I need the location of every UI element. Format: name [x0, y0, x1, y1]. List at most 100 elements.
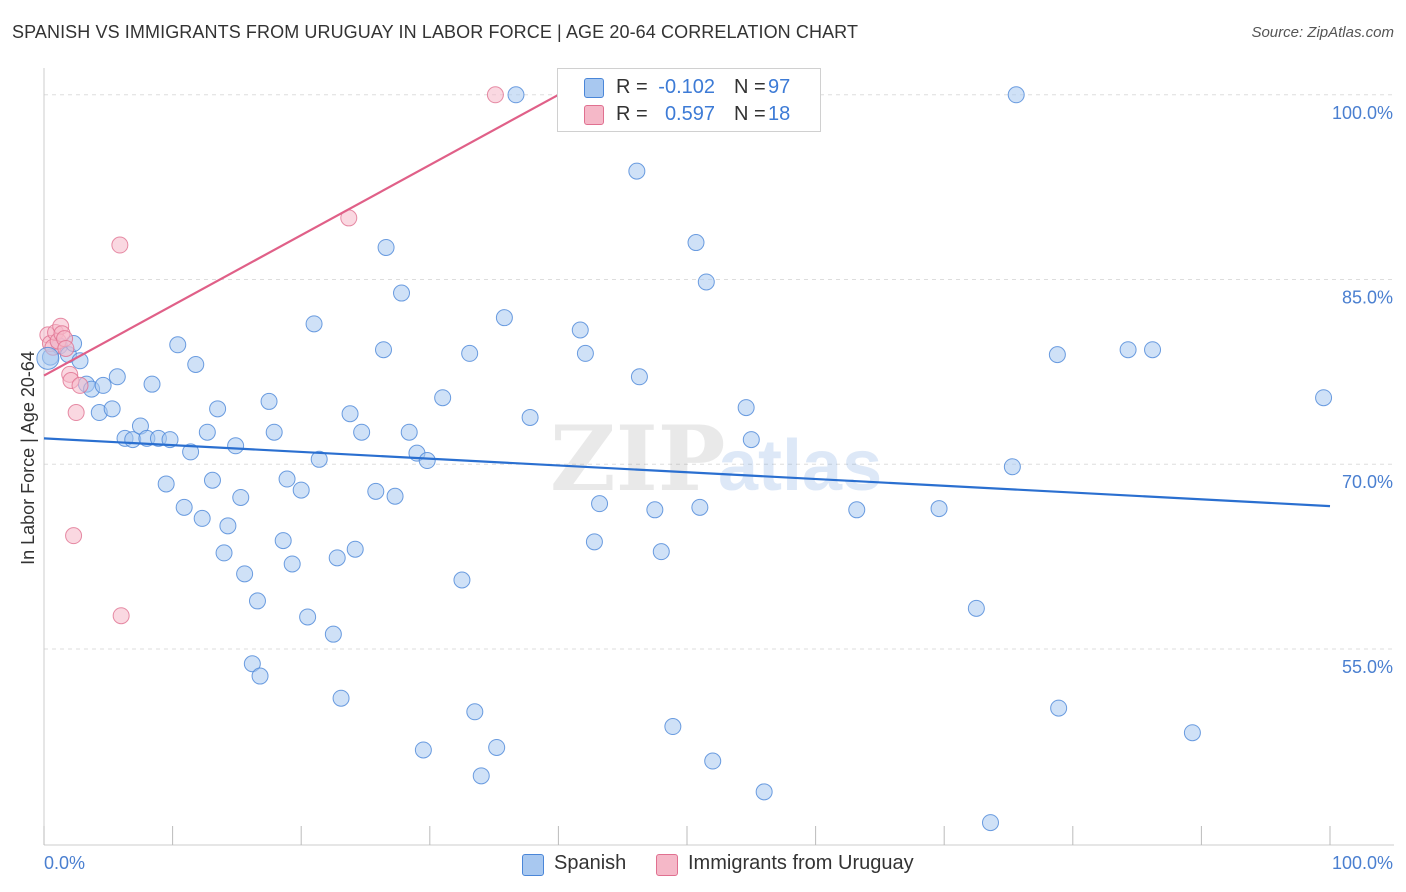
- point-spanish: [292, 481, 310, 499]
- point-spanish: [1119, 341, 1137, 359]
- legend-n-label: N =: [734, 103, 766, 125]
- y-tick-label: 70.0%: [1342, 472, 1393, 492]
- point-spanish: [848, 501, 866, 519]
- point-spanish: [630, 368, 648, 386]
- stats-legend: R = -0.102 N = 97 R = 0.597 N = 18: [557, 68, 821, 132]
- point-spanish: [169, 336, 187, 354]
- x-tick-labels: 0.0% 100.0%: [44, 853, 1393, 873]
- point-spanish: [143, 375, 161, 393]
- point-spanish: [353, 423, 371, 441]
- point-spanish: [251, 667, 269, 685]
- point-spanish: [1144, 341, 1162, 359]
- legend-swatch-uruguay: [656, 854, 678, 876]
- point-spanish: [198, 423, 216, 441]
- point-spanish: [1183, 724, 1201, 742]
- point-spanish: [346, 540, 364, 558]
- point-spanish: [981, 814, 999, 832]
- point-spanish: [585, 533, 603, 551]
- point-spanish: [1048, 346, 1066, 364]
- source-label: Source: ZipAtlas.com: [1251, 24, 1394, 41]
- point-uruguay: [65, 527, 83, 545]
- point-spanish: [219, 517, 237, 535]
- trend-line-spanish: [43, 437, 1331, 508]
- point-uruguay: [57, 339, 75, 357]
- point-spanish: [507, 86, 525, 104]
- point-spanish: [274, 532, 292, 550]
- legend-swatch-uruguay: [584, 105, 604, 125]
- point-spanish: [628, 162, 646, 180]
- point-spanish: [367, 482, 385, 500]
- point-spanish: [737, 399, 755, 417]
- point-spanish: [283, 555, 301, 573]
- x-tick-label: 0.0%: [44, 853, 85, 873]
- watermark-zip: ZIP: [550, 406, 725, 512]
- point-spanish: [203, 471, 221, 489]
- point-spanish: [94, 376, 112, 394]
- trend-line-uruguay: [43, 93, 559, 377]
- point-spanish: [461, 344, 479, 362]
- point-spanish: [187, 355, 205, 373]
- point-spanish: [400, 423, 418, 441]
- point-spanish: [453, 571, 471, 589]
- point-spanish: [299, 608, 317, 626]
- point-spanish: [434, 389, 452, 407]
- point-spanish: [324, 625, 342, 643]
- point-spanish: [182, 443, 200, 461]
- point-spanish: [377, 238, 395, 256]
- legend-r-label: R =: [616, 103, 648, 125]
- x-tick-label: 100.0%: [1332, 853, 1393, 873]
- point-spanish: [755, 783, 773, 801]
- legend-row-uruguay: R = 0.597 N = 18: [558, 100, 820, 128]
- point-spanish: [108, 368, 126, 386]
- point-uruguay: [486, 86, 504, 104]
- point-spanish: [664, 718, 682, 736]
- point-spanish: [265, 423, 283, 441]
- point-spanish: [930, 500, 948, 518]
- point-spanish: [341, 405, 359, 423]
- point-spanish: [495, 309, 513, 327]
- point-uruguay: [67, 404, 85, 422]
- point-spanish: [375, 341, 393, 359]
- legend-r-value: 0.597: [664, 103, 715, 125]
- legend-label-uruguay: Immigrants from Uruguay: [688, 852, 914, 874]
- point-spanish: [687, 234, 705, 252]
- legend-n-value: 97: [768, 76, 791, 98]
- point-spanish: [1007, 86, 1025, 104]
- legend-n-value: 18: [768, 103, 791, 125]
- point-spanish: [393, 284, 411, 302]
- point-spanish: [328, 549, 346, 567]
- point-spanish: [704, 752, 722, 770]
- y-tick-label: 100.0%: [1332, 103, 1393, 123]
- point-spanish: [248, 592, 266, 610]
- legend-r-value: -0.102: [658, 76, 715, 98]
- point-uruguay: [111, 236, 129, 254]
- point-uruguay: [71, 376, 89, 394]
- point-spanish: [1315, 389, 1333, 407]
- point-spanish: [571, 321, 589, 339]
- point-spanish: [576, 344, 594, 362]
- point-spanish: [742, 431, 760, 449]
- chart-title: SPANISH VS IMMIGRANTS FROM URUGUAY IN LA…: [12, 22, 859, 42]
- point-spanish: [1003, 458, 1021, 476]
- point-spanish: [418, 452, 436, 470]
- point-spanish: [466, 703, 484, 721]
- point-spanish: [386, 487, 404, 505]
- point-spanish: [967, 599, 985, 617]
- point-spanish: [227, 437, 245, 455]
- point-spanish: [209, 400, 227, 418]
- point-spanish: [652, 543, 670, 561]
- point-spanish: [193, 509, 211, 527]
- series-legend: Spanish Immigrants from Uruguay: [0, 852, 1406, 878]
- watermark: ZIP atlas: [550, 406, 882, 512]
- y-tick-label: 55.0%: [1342, 657, 1393, 677]
- legend-label-spanish: Spanish: [554, 852, 627, 874]
- point-spanish: [260, 392, 278, 410]
- point-spanish: [488, 738, 506, 756]
- point-spanish: [175, 498, 193, 516]
- point-spanish: [1050, 699, 1068, 717]
- y-tick-label: 85.0%: [1342, 288, 1393, 308]
- point-uruguay: [112, 607, 130, 625]
- point-spanish: [472, 767, 490, 785]
- legend-n-label: N =: [734, 76, 766, 98]
